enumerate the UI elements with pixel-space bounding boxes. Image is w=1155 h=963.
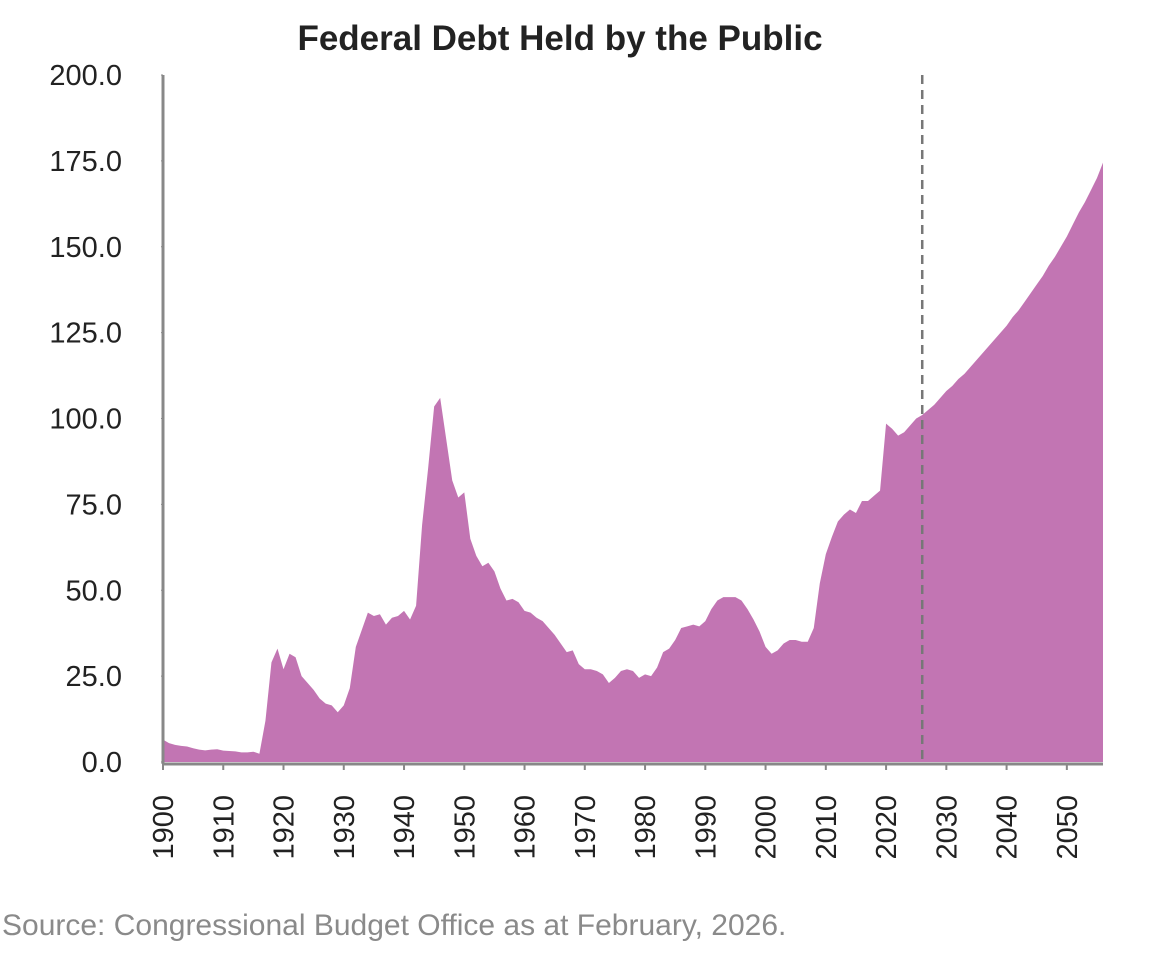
chart-title: Federal Debt Held by the Public bbox=[297, 19, 822, 58]
x-tick-label: 2040 bbox=[992, 795, 1024, 860]
y-tick-label: 175.0 bbox=[49, 146, 122, 178]
y-tick-label: 125.0 bbox=[49, 318, 122, 350]
x-tick-label: 2050 bbox=[1052, 795, 1084, 860]
y-tick-label: 25.0 bbox=[66, 661, 122, 693]
x-tick-label: 1930 bbox=[329, 795, 361, 860]
x-tick-label: 2010 bbox=[811, 795, 843, 860]
x-tick-label: 1980 bbox=[630, 795, 662, 860]
area bbox=[163, 162, 1103, 763]
y-tick-label: 75.0 bbox=[66, 489, 122, 521]
x-tick-label: 1990 bbox=[690, 795, 722, 860]
x-tick-label: 2020 bbox=[871, 795, 903, 860]
x-tick-label: 1950 bbox=[449, 795, 481, 860]
y-tick-label: 150.0 bbox=[49, 232, 122, 264]
x-tick-label: 1940 bbox=[389, 795, 421, 860]
y-tick-label: 50.0 bbox=[66, 575, 122, 607]
x-tick-label: 1910 bbox=[208, 795, 240, 860]
source-note: Source: Congressional Budget Office as a… bbox=[2, 909, 786, 942]
y-tick-label: 0.0 bbox=[82, 747, 122, 779]
x-tick-label: 2030 bbox=[931, 795, 963, 860]
x-tick-label: 1960 bbox=[510, 795, 542, 860]
x-tick-label: 2000 bbox=[751, 795, 783, 860]
y-tick-label: 200.0 bbox=[49, 60, 122, 92]
x-tick-label: 1920 bbox=[269, 795, 301, 860]
x-tick-label: 1900 bbox=[148, 795, 180, 860]
y-tick-label: 100.0 bbox=[49, 404, 122, 436]
x-tick-label: 1970 bbox=[570, 795, 602, 860]
